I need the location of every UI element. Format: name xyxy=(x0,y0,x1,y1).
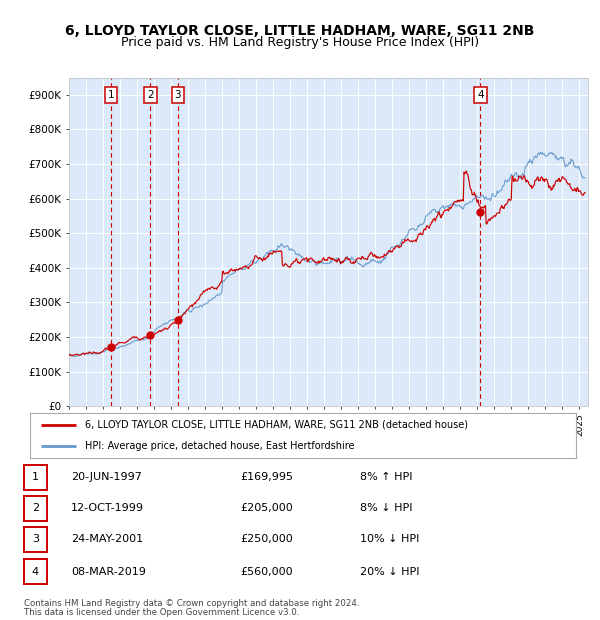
Text: 1: 1 xyxy=(32,472,39,482)
Text: £205,000: £205,000 xyxy=(240,503,293,513)
Text: 4: 4 xyxy=(32,567,39,577)
Text: 10% ↓ HPI: 10% ↓ HPI xyxy=(360,534,419,544)
Text: 3: 3 xyxy=(32,534,39,544)
Text: 8% ↑ HPI: 8% ↑ HPI xyxy=(360,472,413,482)
Text: £169,995: £169,995 xyxy=(240,472,293,482)
Text: Price paid vs. HM Land Registry's House Price Index (HPI): Price paid vs. HM Land Registry's House … xyxy=(121,36,479,49)
Text: 08-MAR-2019: 08-MAR-2019 xyxy=(71,567,146,577)
Text: 2: 2 xyxy=(147,90,154,100)
Text: 24-MAY-2001: 24-MAY-2001 xyxy=(71,534,143,544)
Text: 8% ↓ HPI: 8% ↓ HPI xyxy=(360,503,413,513)
Text: £250,000: £250,000 xyxy=(240,534,293,544)
Text: 6, LLOYD TAYLOR CLOSE, LITTLE HADHAM, WARE, SG11 2NB (detached house): 6, LLOYD TAYLOR CLOSE, LITTLE HADHAM, WA… xyxy=(85,420,467,430)
Text: 2: 2 xyxy=(32,503,39,513)
Text: 3: 3 xyxy=(175,90,181,100)
Text: 1: 1 xyxy=(108,90,115,100)
Text: HPI: Average price, detached house, East Hertfordshire: HPI: Average price, detached house, East… xyxy=(85,440,354,451)
Text: 4: 4 xyxy=(477,90,484,100)
Text: This data is licensed under the Open Government Licence v3.0.: This data is licensed under the Open Gov… xyxy=(24,608,299,617)
Text: 6, LLOYD TAYLOR CLOSE, LITTLE HADHAM, WARE, SG11 2NB: 6, LLOYD TAYLOR CLOSE, LITTLE HADHAM, WA… xyxy=(65,24,535,38)
Text: 20% ↓ HPI: 20% ↓ HPI xyxy=(360,567,419,577)
Text: £560,000: £560,000 xyxy=(240,567,293,577)
Text: 20-JUN-1997: 20-JUN-1997 xyxy=(71,472,142,482)
Text: 12-OCT-1999: 12-OCT-1999 xyxy=(71,503,144,513)
Text: Contains HM Land Registry data © Crown copyright and database right 2024.: Contains HM Land Registry data © Crown c… xyxy=(24,600,359,608)
